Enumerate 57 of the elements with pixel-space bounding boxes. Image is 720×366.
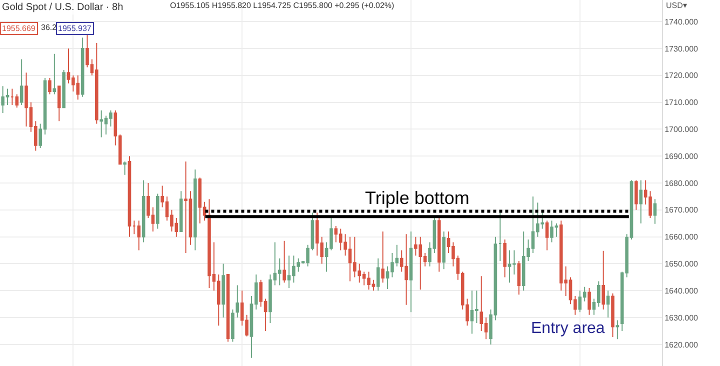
y-tick-label: 1640.000 bbox=[664, 286, 699, 296]
candlestick bbox=[437, 217, 441, 272]
candlestick bbox=[236, 284, 240, 318]
candlestick bbox=[123, 160, 126, 176]
candlestick bbox=[62, 69, 66, 108]
candlestick bbox=[606, 290, 610, 318]
candlestick bbox=[128, 156, 132, 238]
y-tick-label: 1720.000 bbox=[664, 71, 699, 80]
y-tick-label: 1690.000 bbox=[664, 152, 699, 161]
y-tick-label: 1660.000 bbox=[664, 232, 699, 242]
candlestick bbox=[616, 320, 620, 340]
y-tick-label: 1630.000 bbox=[664, 313, 699, 322]
candlestick bbox=[611, 292, 614, 338]
candlestick bbox=[545, 220, 549, 251]
candlestick bbox=[57, 86, 61, 122]
y-tick-label: 1620.000 bbox=[664, 340, 699, 350]
candlestick bbox=[653, 198, 657, 224]
y-tick-label: 1680.000 bbox=[664, 178, 699, 188]
chart-title: Gold Spot / U.S. Dollar · 8h bbox=[2, 2, 124, 13]
candlestick bbox=[156, 193, 160, 230]
candlestick bbox=[376, 258, 380, 292]
candlestick bbox=[179, 190, 183, 232]
candlestick bbox=[409, 230, 413, 313]
candlestick bbox=[634, 180, 638, 210]
y-tick-label: 1650.000 bbox=[664, 260, 699, 269]
annotation: 36.2 bbox=[41, 23, 58, 32]
candlestick bbox=[442, 230, 446, 270]
text: USD▾ bbox=[666, 1, 687, 10]
candlestick bbox=[142, 180, 146, 243]
candlestick bbox=[503, 239, 506, 278]
y-tick-label: 1670.000 bbox=[664, 206, 699, 215]
annotation: 1955.669 bbox=[2, 24, 36, 33]
candlestick bbox=[80, 37, 84, 98]
candlestick bbox=[198, 177, 202, 224]
candlestick bbox=[578, 290, 582, 313]
annotation: Entry area bbox=[531, 320, 605, 337]
candlestick bbox=[639, 180, 643, 224]
candlestick bbox=[222, 263, 225, 318]
candlestick bbox=[602, 250, 605, 310]
y-tick-label: 1700.000 bbox=[664, 124, 699, 134]
candlestick bbox=[52, 53, 56, 95]
candlestick bbox=[282, 240, 286, 284]
annotation: 1955.937 bbox=[58, 24, 92, 33]
candlestick bbox=[226, 274, 230, 342]
ref-line-label: Triple bottom bbox=[365, 188, 470, 208]
candlestick bbox=[48, 78, 52, 95]
y-tick-label: 1740.000 bbox=[664, 17, 699, 26]
candlestick bbox=[588, 287, 591, 316]
candlestick bbox=[517, 260, 521, 296]
annotation: O1955.105 H1955.820 L1954.725 C1955.800 +0.295 (+0.02%) bbox=[170, 1, 395, 10]
candlestick bbox=[194, 169, 197, 251]
candlestick bbox=[20, 58, 24, 106]
candlestick bbox=[137, 220, 141, 251]
candlestick bbox=[381, 230, 384, 284]
y-tick-label: 1730.000 bbox=[664, 44, 699, 54]
y-tick-label: 1710.000 bbox=[664, 98, 699, 108]
candlestick bbox=[231, 308, 234, 342]
